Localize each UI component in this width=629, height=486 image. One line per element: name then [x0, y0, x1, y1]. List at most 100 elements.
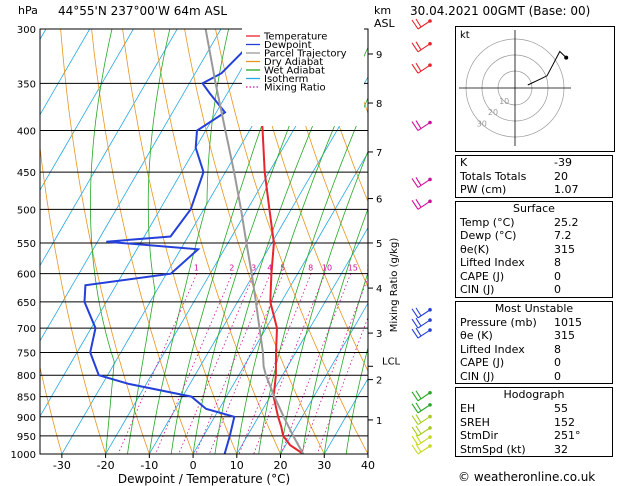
height-axis-asl: ASL — [374, 17, 395, 30]
copyright-footer: © weatheronline.co.uk — [458, 470, 596, 484]
pressure-tick-label: 750 — [17, 348, 36, 359]
table-row: K -39 — [456, 156, 612, 170]
row-label: CIN (J) — [460, 369, 495, 383]
km-tick-label: 3 — [376, 329, 382, 340]
row-value: 1.07 — [554, 183, 579, 196]
wind-barb-flag — [415, 425, 422, 435]
wind-barb-tip — [428, 199, 432, 204]
row-value: 20 — [554, 169, 568, 183]
pressure-tick-label: 450 — [17, 168, 36, 179]
mixing-ratio-label: 2 — [229, 264, 234, 273]
km-tick-label: 9 — [376, 50, 382, 61]
dry-adiabat-line — [40, 365, 63, 454]
row-value: 0 — [554, 283, 561, 296]
wind-barb-flag — [415, 390, 422, 400]
mixing-ratio-label: 15 — [348, 264, 358, 273]
isotherm-line — [40, 29, 91, 116]
mixing-ratio-label: 10 — [322, 264, 332, 273]
axis-layer: 3003504004505005506006507007508008509009… — [11, 25, 401, 486]
row-value: 0 — [554, 269, 561, 283]
pressure-tick-label: 1000 — [11, 450, 36, 461]
wind-barb-flag — [415, 41, 422, 51]
most-unstable-section: Most Unstable Pressure (mb) 1015 θe (K) 31… — [455, 300, 613, 384]
mixing-ratio-label: 8 — [308, 264, 313, 273]
km-tick-label: 6 — [376, 195, 382, 206]
wind-barb — [411, 177, 432, 188]
row-label: Pressure (mb) — [460, 315, 537, 329]
row-value: 8 — [554, 256, 561, 269]
wind-barb-tip — [428, 177, 432, 182]
wind-barb-flag — [415, 317, 422, 327]
hodograph-trace — [527, 50, 567, 86]
wind-barb — [411, 307, 432, 319]
mixing-ratio-label: 3 — [251, 264, 256, 273]
row-label: StmSpd (kt) — [460, 442, 526, 456]
series-dewpoint — [83, 29, 249, 454]
wind-barb-flag — [415, 62, 422, 72]
mixing-ratio-label: 20 — [367, 264, 377, 273]
data-layer — [83, 29, 305, 454]
isotherm-line — [280, 302, 368, 454]
isotherm-line — [40, 29, 134, 191]
table-row: CAPE (J) 0 — [456, 356, 612, 370]
pressure-tick-label: 700 — [17, 324, 36, 335]
km-tick-label: 7 — [376, 148, 382, 159]
mixing-ratio-line — [208, 273, 284, 454]
wind-barb — [411, 199, 432, 210]
section-title: Most Unstable — [494, 301, 574, 315]
mixing-ratio-line — [195, 273, 271, 454]
row-label: Dewp (°C) — [460, 229, 517, 242]
wind-barb-tip — [428, 426, 432, 430]
row-value: 55 — [554, 402, 568, 415]
hodograph-ring-label: 20 — [488, 108, 498, 117]
wind-barb-flag — [411, 328, 419, 339]
wind-barb-tip — [428, 120, 432, 125]
wind-barb-tip — [428, 414, 432, 419]
series-temperature — [258, 29, 304, 454]
wind-barb-tip — [428, 435, 432, 439]
km-tick-label: 2 — [376, 376, 382, 387]
wind-barb-flag — [411, 444, 419, 455]
wind-barb-flag — [415, 18, 422, 28]
wind-barb-staff — [417, 404, 431, 414]
wind-barb-staff — [417, 416, 431, 426]
date-label: 30.04.2021 00GMT (Base: 00) — [410, 4, 591, 18]
wind-barb-tip — [428, 328, 432, 332]
surface-section: Surface Temp (°C) 25.2 Dewp (°C) 7.2 θe(K)… — [455, 200, 613, 298]
dry-adiabat-line — [308, 29, 368, 203]
table-row: StmSpd (kt) 32 — [456, 443, 612, 457]
row-value: 0 — [554, 356, 561, 369]
mixing-ratio-axis-title: Mixing Ratio (g/kg) — [389, 238, 400, 333]
wind-barb-staff — [417, 200, 431, 210]
wind-barb — [411, 390, 432, 402]
hodograph-frame — [455, 26, 615, 152]
row-label: Totals Totals — [460, 169, 527, 183]
row-value: 315 — [554, 329, 575, 342]
section-title: Hodograph — [503, 388, 565, 401]
legend-label: Isotherm — [264, 74, 308, 85]
wind-barb — [411, 62, 432, 74]
pressure-tick-label: 400 — [17, 127, 36, 138]
dry-adiabat-line — [277, 29, 368, 289]
wind-barb-flag — [411, 200, 419, 210]
legend-label: Temperature — [263, 32, 327, 43]
wind-barb-flag — [411, 42, 419, 53]
row-label: Temp (°C) — [460, 215, 515, 229]
hodograph-section: Hodograph EH 55 SREH 152 StmDir 251° StmSpd… — [455, 387, 613, 457]
wind-barb-flag — [415, 307, 422, 317]
table-row: CIN (J) 0 — [456, 370, 612, 384]
x-tick-label: -20 — [97, 459, 115, 472]
height-axis-unit: km — [374, 4, 392, 17]
wind-barb-staff — [417, 122, 431, 132]
wind-barb-tip — [428, 318, 432, 322]
hodograph-unit-label: kt — [460, 30, 470, 41]
table-row: θe (K) 315 — [456, 329, 612, 343]
isotherm-line — [40, 29, 178, 267]
row-value: 8 — [554, 342, 561, 356]
table-row: StmDir 251° — [456, 429, 612, 443]
km-tick-label: 5 — [376, 239, 382, 250]
wind-barb-staff — [417, 20, 431, 30]
wind-barb-flag — [411, 19, 419, 30]
wind-barb-layer — [411, 18, 432, 455]
wind-barb — [411, 327, 432, 339]
